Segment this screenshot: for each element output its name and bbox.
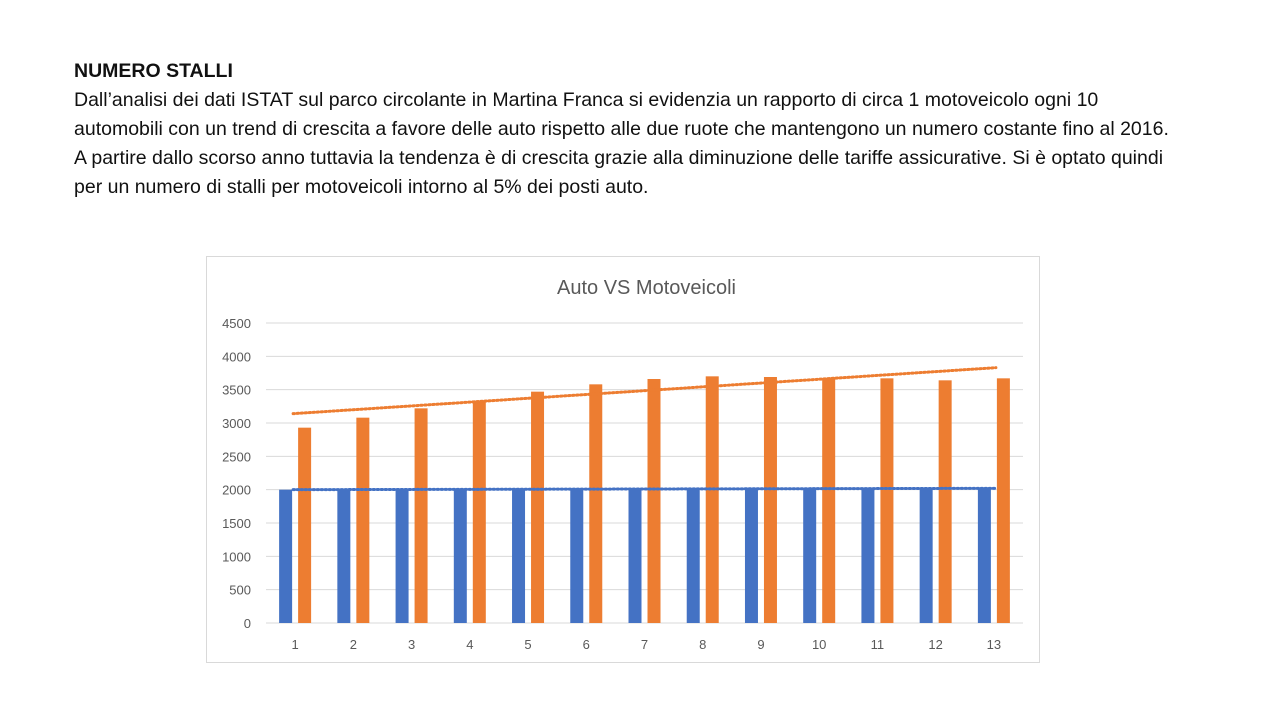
x-tick-label: 5 (524, 637, 531, 652)
bar-series-1 (570, 489, 584, 623)
slide-text-block: NUMERO STALLI Dall’analisi dei dati ISTA… (74, 57, 1184, 202)
y-tick-label: 2500 (222, 449, 251, 464)
bar-series-2 (996, 378, 1010, 623)
slide-paragraph-2: A partire dallo scorso anno tuttavia la … (74, 147, 1164, 198)
x-tick-label: 7 (641, 637, 648, 652)
trendline-series-2 (291, 366, 998, 416)
y-tick-label: 2000 (222, 483, 251, 498)
bar-series-1 (395, 489, 409, 623)
y-tick-label: 1500 (222, 516, 251, 531)
bar-series-2 (298, 427, 312, 623)
y-tick-label: 0 (244, 616, 251, 631)
bar-series-2 (414, 408, 428, 623)
x-tick-label: 2 (350, 637, 357, 652)
slide-paragraph-1: Dall’analisi dei dati ISTAT sul parco ci… (74, 89, 1169, 140)
x-tick-label: 8 (699, 637, 706, 652)
y-tick-label: 1000 (222, 549, 251, 564)
bar-series-1 (337, 489, 351, 623)
x-tick-label: 3 (408, 637, 415, 652)
bar-series-2 (822, 378, 836, 623)
bar-chart: Auto VS Motoveicoli 0 500 1000 1500 2000 2500 3… (222, 277, 1023, 652)
x-tick-label: 13 (987, 637, 1001, 652)
bar-series-1 (279, 489, 293, 623)
bar-series-1 (977, 489, 991, 623)
bar-series-2 (705, 376, 719, 623)
bar-series-2 (356, 417, 370, 623)
x-tick-label: 10 (812, 637, 826, 652)
bar-series-1 (919, 489, 933, 623)
bar-series-2 (647, 379, 661, 623)
bar-series-2 (531, 391, 545, 623)
x-tick-label: 12 (928, 637, 942, 652)
bar-series-1 (453, 489, 467, 623)
y-tick-label: 3000 (222, 416, 251, 431)
bar-series-1 (803, 489, 817, 623)
bar-series-1 (512, 489, 526, 623)
bar-series-2 (880, 378, 894, 623)
slide-heading: NUMERO STALLI (74, 60, 233, 82)
y-tick-label: 500 (229, 583, 251, 598)
x-tick-label: 6 (583, 637, 590, 652)
y-tick-label: 4500 (222, 316, 251, 331)
x-tick-label: 1 (291, 637, 298, 652)
x-tick-label: 9 (757, 637, 764, 652)
x-tick-label: 4 (466, 637, 473, 652)
bar-series-2 (589, 384, 603, 623)
bar-series-1 (628, 489, 642, 623)
bar-series-2 (938, 380, 952, 623)
x-tick-label: 11 (871, 637, 885, 652)
y-tick-label: 3500 (222, 383, 251, 398)
chart-title: Auto VS Motoveicoli (557, 277, 736, 299)
bar-series-2 (763, 377, 777, 623)
trendline-series-1 (291, 486, 998, 492)
bar-series-1 (744, 489, 758, 623)
bar-series-1 (861, 489, 875, 623)
chart-frame: Auto VS Motoveicoli 0 500 1000 1500 2000 2500 3… (206, 256, 1040, 663)
y-tick-label: 4000 (222, 349, 251, 364)
bar-series-2 (472, 401, 486, 623)
bar-series-1 (686, 489, 700, 623)
